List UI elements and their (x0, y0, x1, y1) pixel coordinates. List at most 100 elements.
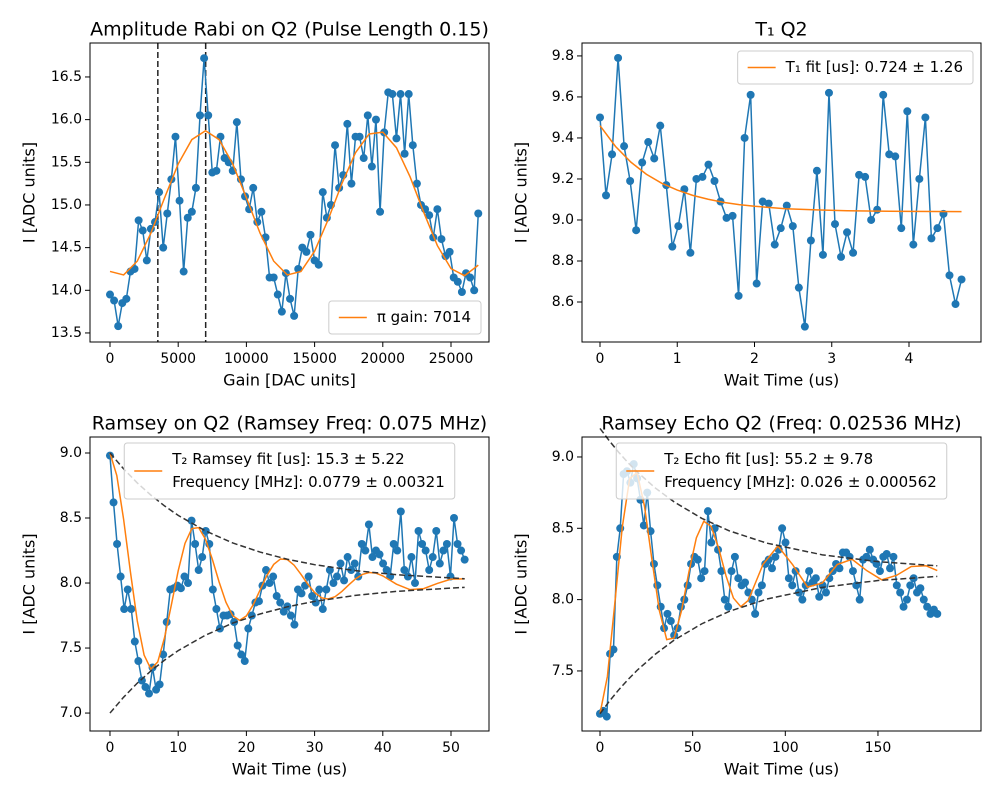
data-point (676, 602, 685, 611)
data-point (171, 132, 180, 141)
data-point (155, 188, 164, 197)
data-point (450, 514, 459, 523)
data-point (200, 54, 209, 63)
data-point (861, 172, 870, 181)
x-tick-label: 2 (750, 351, 759, 367)
data-point (668, 242, 677, 251)
data-point (379, 559, 388, 568)
data-point (439, 546, 448, 555)
data-point (142, 256, 151, 265)
data-point (376, 207, 385, 216)
data-point (754, 588, 763, 597)
data-point (862, 552, 871, 561)
data-point (301, 581, 310, 590)
x-tick-label: 150 (865, 740, 892, 756)
data-point (771, 552, 780, 561)
data-point (105, 290, 114, 299)
y-tick-label: 9.0 (60, 445, 82, 461)
data-point (412, 179, 421, 188)
data-point (350, 559, 359, 568)
data-point (889, 552, 898, 561)
data-point (315, 585, 324, 594)
y-tick-label: 9.4 (552, 130, 574, 146)
data-point (921, 113, 930, 122)
legend-box (123, 442, 456, 500)
data-point (421, 546, 430, 555)
data-point (368, 553, 377, 562)
axes-frame (581, 42, 982, 343)
data-point (308, 592, 317, 601)
data-point (212, 166, 221, 175)
data-point (130, 637, 139, 646)
data-point (408, 141, 417, 150)
data-point (609, 645, 618, 654)
data-point (138, 226, 147, 235)
data-point (453, 540, 462, 549)
data-point (445, 247, 454, 256)
data-point (122, 294, 131, 303)
data-point (204, 111, 213, 120)
subplot-title: Amplitude Rabi on Q2 (Pulse Length 0.15) (90, 19, 489, 41)
legend: T₂ Ramsey fit [us]: 15.3 ± 5.22 Frequency… (123, 442, 456, 500)
y-tick-label: 8.6 (552, 294, 574, 310)
data-point (269, 572, 278, 581)
x-tick-label: 30 (306, 740, 324, 756)
data-point (707, 538, 716, 547)
data-point (396, 90, 405, 99)
data-point (425, 211, 434, 220)
data-point (632, 226, 641, 235)
data-point (798, 595, 807, 604)
data-point (347, 179, 356, 188)
data-point (879, 90, 888, 99)
data-point (343, 119, 352, 128)
y-tick-label: 9.0 (552, 449, 574, 465)
y-tick-label: 15.0 (51, 197, 82, 213)
data-point (382, 566, 391, 575)
data-point (751, 609, 760, 618)
data-point (768, 564, 777, 573)
data-point (873, 205, 882, 214)
data-point (198, 553, 207, 562)
x-axis-label: Gain [DAC units] (223, 371, 356, 390)
data-point (393, 546, 402, 555)
data-point (375, 550, 384, 559)
data-point (425, 566, 434, 575)
legend-label: T₂ Echo fit [us]: 55.2 ± 9.78 (663, 450, 873, 468)
data-point (286, 294, 295, 303)
data-point (933, 224, 942, 233)
envelope-line (109, 452, 465, 580)
data-point (882, 549, 891, 558)
x-tick-label: 0 (596, 740, 605, 756)
data-point (187, 207, 196, 216)
x-tick-label: 1 (673, 351, 682, 367)
data-point (187, 516, 196, 525)
data-point (114, 322, 123, 331)
data-point (254, 597, 263, 606)
y-axis-label: I [ADC units] (512, 533, 531, 634)
x-tick-label: 3 (827, 351, 836, 367)
data-point (159, 243, 168, 252)
subplot: Amplitude Rabi on Q2 (Pulse Length 0.15)… (20, 19, 490, 390)
data-point (396, 507, 405, 516)
data-point (400, 566, 409, 575)
data-point (717, 567, 726, 576)
data-point (848, 567, 857, 576)
data-point (363, 111, 372, 120)
y-tick-label: 7.5 (552, 663, 574, 679)
data-point (414, 527, 423, 536)
y-tick-label: 9.8 (552, 48, 574, 64)
data-point (843, 228, 852, 237)
data-point (906, 581, 915, 590)
data-point (329, 579, 338, 588)
legend: π gain: 7014 (328, 300, 482, 335)
x-tick-label: 0 (596, 351, 605, 367)
data-point (134, 216, 143, 225)
axes-frame (89, 42, 490, 343)
data-point (724, 602, 733, 611)
data-point (740, 133, 749, 142)
data-point (249, 183, 258, 192)
data-point (875, 567, 884, 576)
data-point (794, 283, 803, 292)
data-point (855, 170, 864, 179)
